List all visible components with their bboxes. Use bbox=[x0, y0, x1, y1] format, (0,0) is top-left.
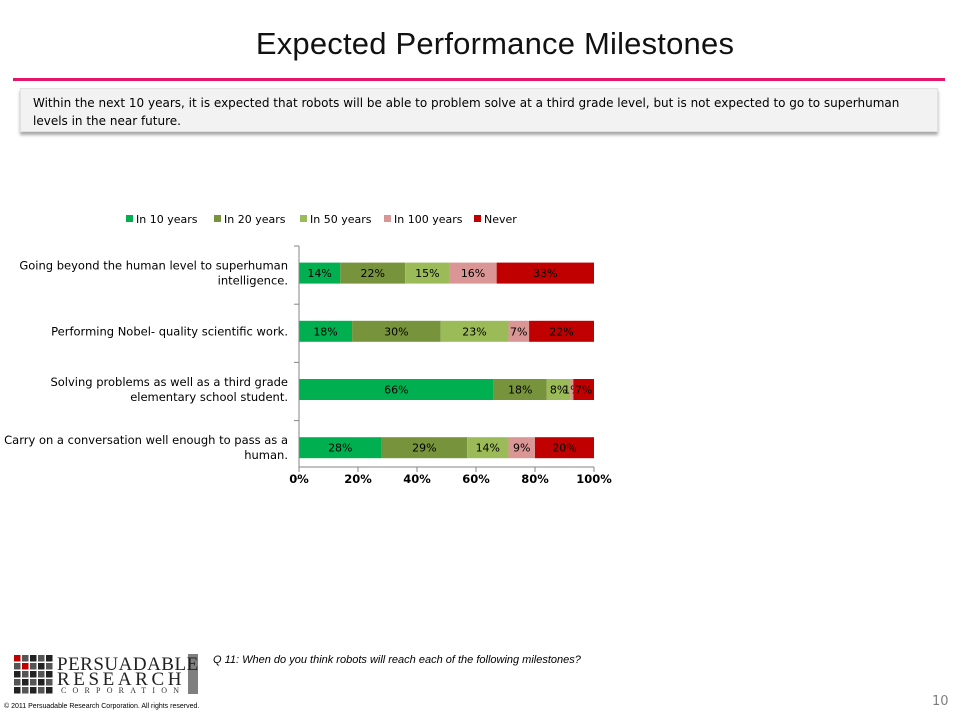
bar-segment bbox=[299, 320, 353, 342]
bar-segment bbox=[405, 262, 450, 284]
x-tick-label: 20% bbox=[344, 472, 372, 486]
x-tick-label: 80% bbox=[521, 472, 549, 486]
bar-segment bbox=[340, 262, 406, 284]
legend-swatch bbox=[384, 215, 391, 222]
legend-label: In 10 years bbox=[136, 213, 198, 226]
data-label: 28% bbox=[328, 442, 352, 455]
bar-segment bbox=[299, 262, 341, 284]
bar-segment bbox=[493, 379, 547, 400]
bar-segment bbox=[440, 320, 509, 342]
x-tick-label: 40% bbox=[403, 472, 431, 486]
category-label: Solving problems as well as a third grad… bbox=[50, 375, 288, 404]
title-underline bbox=[13, 78, 945, 81]
bar-segment bbox=[381, 437, 468, 459]
legend-label: In 100 years bbox=[394, 213, 463, 226]
logo-text-corporation: CORPORATION bbox=[61, 686, 186, 695]
bar-segment bbox=[570, 379, 574, 400]
data-label: 29% bbox=[412, 442, 436, 455]
slide-title: Expected Performance Milestones bbox=[255, 26, 735, 61]
logo-text-persuadable: PERSUADABLE bbox=[57, 654, 199, 675]
data-label: 18% bbox=[508, 384, 532, 397]
bar-segment bbox=[573, 379, 594, 400]
bar-segment bbox=[352, 320, 441, 342]
page-number: 10 bbox=[932, 694, 949, 709]
bar-segment bbox=[529, 320, 594, 342]
category-label: Performing Nobel- quality scientific wor… bbox=[51, 324, 288, 338]
copyright-notice: © 2011 Persuadable Research Corporation.… bbox=[4, 703, 200, 710]
x-tick-label: 100% bbox=[576, 472, 612, 486]
bar-segment bbox=[535, 437, 594, 459]
data-label: 8% bbox=[550, 384, 567, 397]
data-label: 9% bbox=[513, 442, 530, 455]
data-label: 7% bbox=[575, 384, 592, 397]
legend-swatch bbox=[126, 215, 133, 222]
bar-segment bbox=[546, 379, 571, 400]
bar-segment bbox=[299, 437, 382, 459]
data-label: 23% bbox=[462, 325, 486, 338]
category-label: Carry on a conversation well enough to p… bbox=[4, 433, 288, 462]
data-label: 7% bbox=[510, 325, 527, 338]
bar-segment bbox=[508, 320, 530, 342]
bar-segment bbox=[508, 437, 535, 459]
data-label: 22% bbox=[361, 267, 385, 280]
logo-text-research: RESEARCH bbox=[57, 669, 186, 690]
legend-label: In 20 years bbox=[224, 213, 286, 226]
legend-swatch bbox=[214, 215, 221, 222]
data-label: 30% bbox=[384, 325, 408, 338]
data-label: 66% bbox=[384, 384, 408, 397]
summary-callout: Within the next 10 years, it is expected… bbox=[20, 88, 938, 132]
data-label: 15% bbox=[415, 267, 439, 280]
legend-label: Never bbox=[484, 213, 517, 226]
footer-divider bbox=[188, 654, 198, 694]
data-label: 14% bbox=[307, 267, 331, 280]
bar-segment bbox=[467, 437, 509, 459]
data-label: 16% bbox=[461, 267, 485, 280]
survey-question: Q 11: When do you think robots will reac… bbox=[213, 654, 581, 666]
logo-grid-icon bbox=[14, 655, 53, 694]
data-label: 22% bbox=[549, 325, 573, 338]
x-tick-label: 0% bbox=[289, 472, 309, 486]
data-label: 14% bbox=[476, 442, 500, 455]
bar-segment bbox=[299, 379, 494, 400]
data-label: 20% bbox=[552, 442, 576, 455]
data-label: 33% bbox=[533, 267, 557, 280]
x-tick-label: 60% bbox=[462, 472, 490, 486]
bar-segment bbox=[496, 262, 594, 284]
legend-label: In 50 years bbox=[310, 213, 372, 226]
data-label: 18% bbox=[313, 325, 337, 338]
legend-swatch bbox=[474, 215, 481, 222]
category-label: Going beyond the human level to superhum… bbox=[19, 259, 288, 288]
legend-swatch bbox=[300, 215, 307, 222]
bar-segment bbox=[449, 262, 497, 284]
